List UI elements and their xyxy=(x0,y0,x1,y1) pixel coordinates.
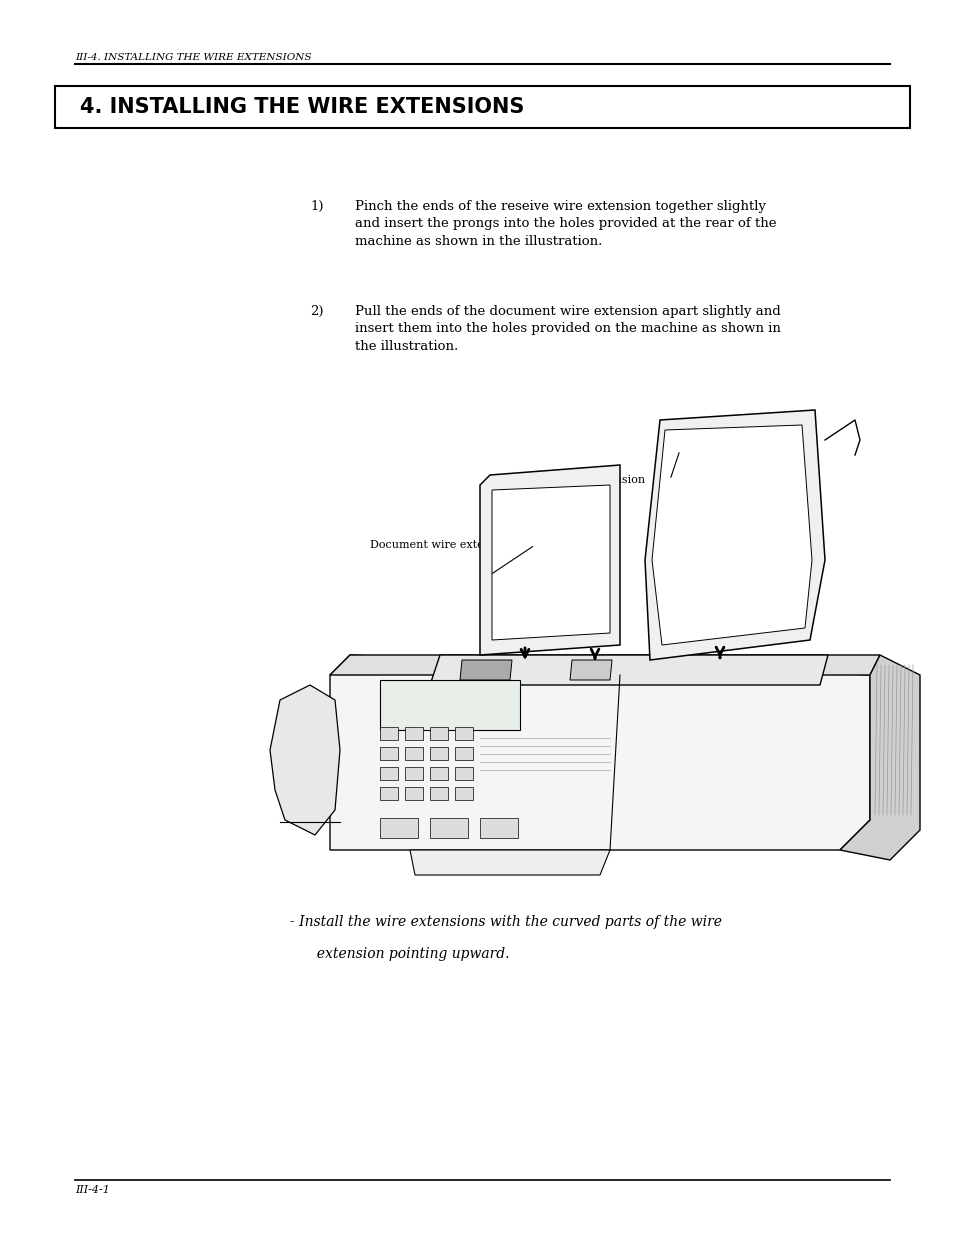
Text: 1): 1) xyxy=(310,200,323,212)
Polygon shape xyxy=(430,787,448,800)
Bar xyxy=(55,86,909,128)
Polygon shape xyxy=(455,787,473,800)
Text: - Install the wire extensions with the curved parts of the wire: - Install the wire extensions with the c… xyxy=(290,915,721,929)
Text: 2): 2) xyxy=(310,305,323,317)
Polygon shape xyxy=(430,767,448,781)
Polygon shape xyxy=(379,727,397,740)
Polygon shape xyxy=(644,410,824,659)
Polygon shape xyxy=(459,659,512,680)
Polygon shape xyxy=(330,655,869,850)
Text: Pinch the ends of the reseive wire extension together slightly
and insert the pr: Pinch the ends of the reseive wire exten… xyxy=(355,200,776,248)
Text: III-4. INSTALLING THE WIRE EXTENSIONS: III-4. INSTALLING THE WIRE EXTENSIONS xyxy=(75,53,312,62)
Polygon shape xyxy=(492,485,609,640)
Text: III-4-1: III-4-1 xyxy=(75,1186,110,1195)
Text: Document wire extension: Document wire extension xyxy=(370,540,514,550)
Text: 4. INSTALLING THE WIRE EXTENSIONS: 4. INSTALLING THE WIRE EXTENSIONS xyxy=(80,98,524,117)
Polygon shape xyxy=(455,767,473,781)
Polygon shape xyxy=(405,767,422,781)
Polygon shape xyxy=(270,685,339,835)
Polygon shape xyxy=(455,727,473,740)
Text: extension pointing upward.: extension pointing upward. xyxy=(308,947,509,961)
Polygon shape xyxy=(405,747,422,760)
Polygon shape xyxy=(405,787,422,800)
Polygon shape xyxy=(430,747,448,760)
Polygon shape xyxy=(455,747,473,760)
Polygon shape xyxy=(379,767,397,781)
Polygon shape xyxy=(405,727,422,740)
Polygon shape xyxy=(651,425,811,645)
Bar xyxy=(430,818,468,839)
Polygon shape xyxy=(569,659,612,680)
Bar xyxy=(379,680,519,730)
Text: Pull the ends of the document wire extension apart slightly and
insert them into: Pull the ends of the document wire exten… xyxy=(355,305,781,353)
Polygon shape xyxy=(379,747,397,760)
Polygon shape xyxy=(410,850,609,876)
Polygon shape xyxy=(479,466,619,655)
Polygon shape xyxy=(840,655,919,860)
Polygon shape xyxy=(330,655,879,676)
Text: Receive wire extension: Receive wire extension xyxy=(515,475,644,485)
Polygon shape xyxy=(430,655,827,685)
Bar xyxy=(379,818,417,839)
Polygon shape xyxy=(379,787,397,800)
Bar xyxy=(479,818,517,839)
Polygon shape xyxy=(430,727,448,740)
